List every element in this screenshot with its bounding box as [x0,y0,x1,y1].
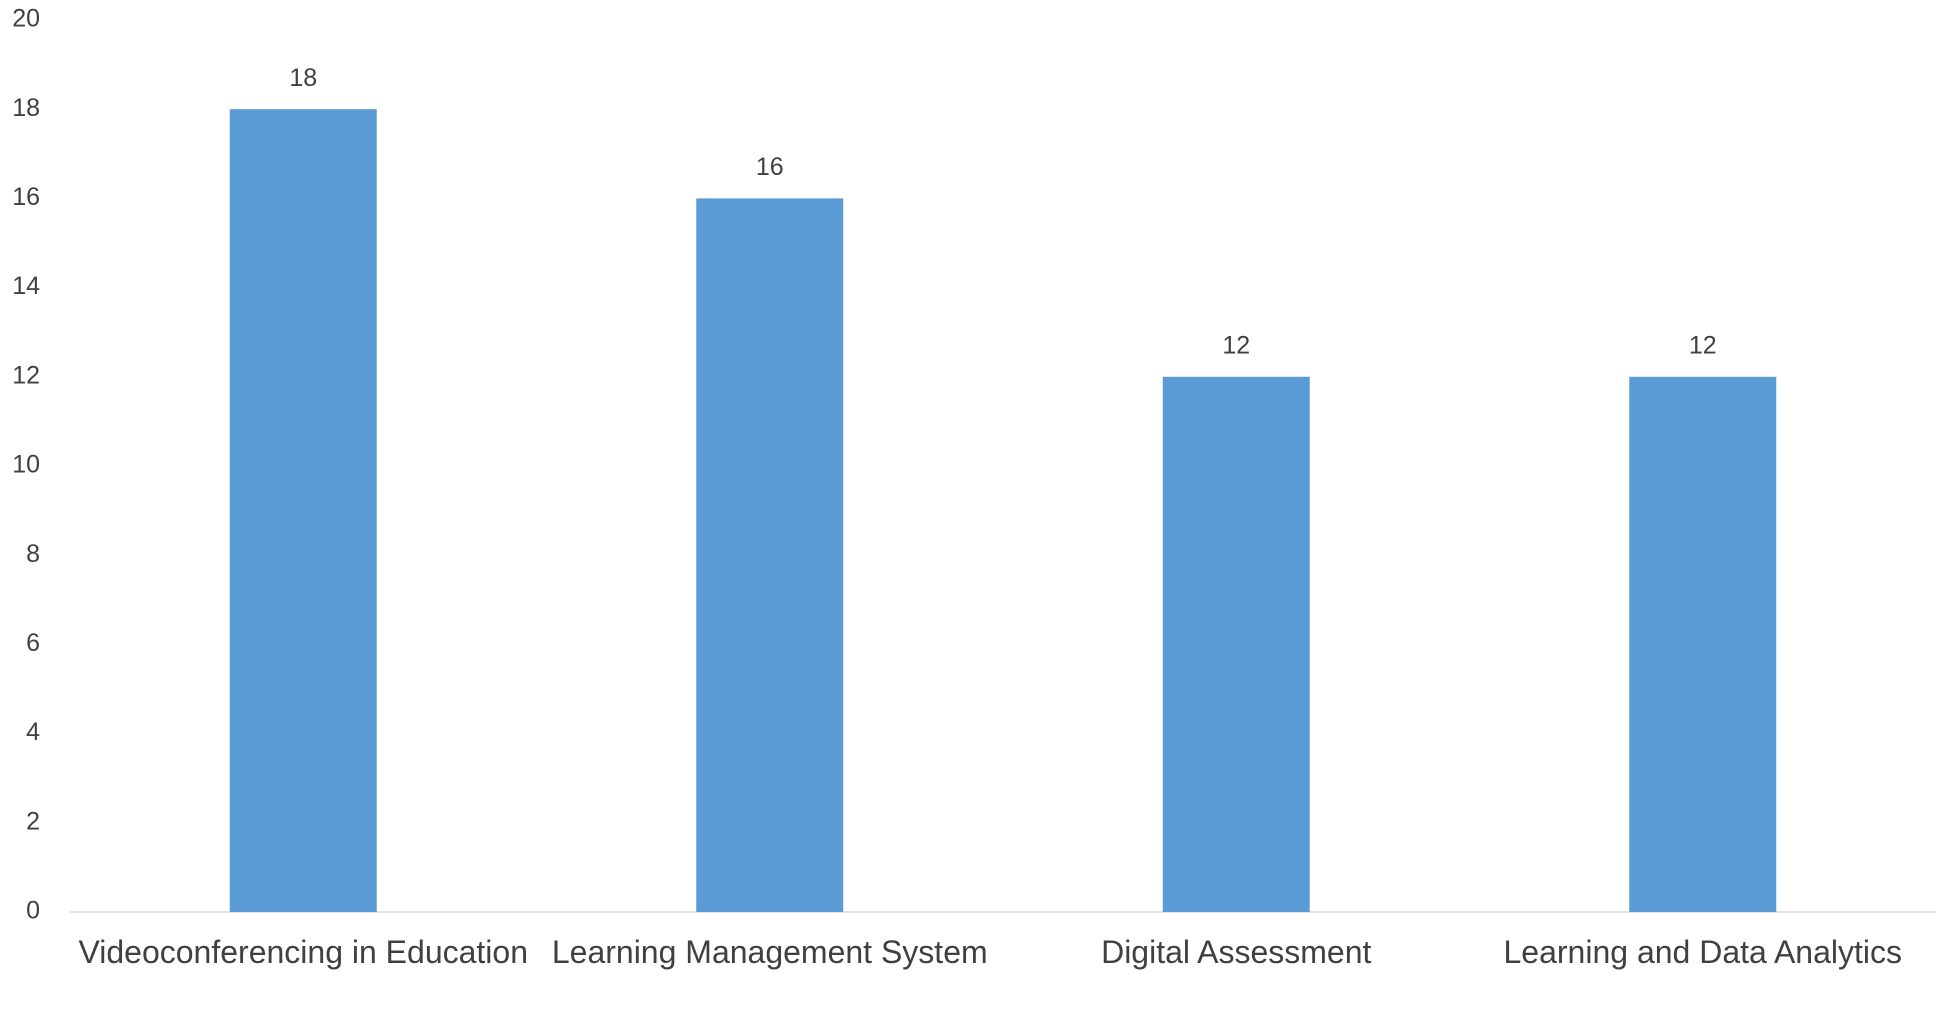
y-tick-label: 6 [26,629,40,657]
data-label: 12 [1689,331,1717,359]
y-tick-label: 4 [26,718,40,746]
x-tick-label: Learning Management System [551,934,988,970]
x-tick-label: Learning and Data Analytics [1503,934,1902,970]
x-tick-label: Digital Assessment [1101,934,1372,970]
bar [1629,376,1777,912]
x-tick-label: Videoconferencing in Education [78,934,528,970]
y-tick-label: 16 [12,183,40,211]
y-tick-label: 0 [26,897,40,925]
y-tick-label: 10 [12,451,40,479]
y-tick-label: 20 [12,5,40,33]
bar [696,198,844,912]
y-tick-label: 18 [12,94,40,122]
y-tick-label: 12 [12,361,40,389]
data-label: 16 [756,153,784,181]
y-tick-label: 14 [12,272,40,300]
y-tick-label: 8 [26,540,40,568]
data-label: 18 [289,64,317,92]
data-label: 12 [1222,331,1250,359]
y-tick-label: 2 [26,807,40,835]
bar [229,109,377,912]
bar [1162,376,1310,912]
